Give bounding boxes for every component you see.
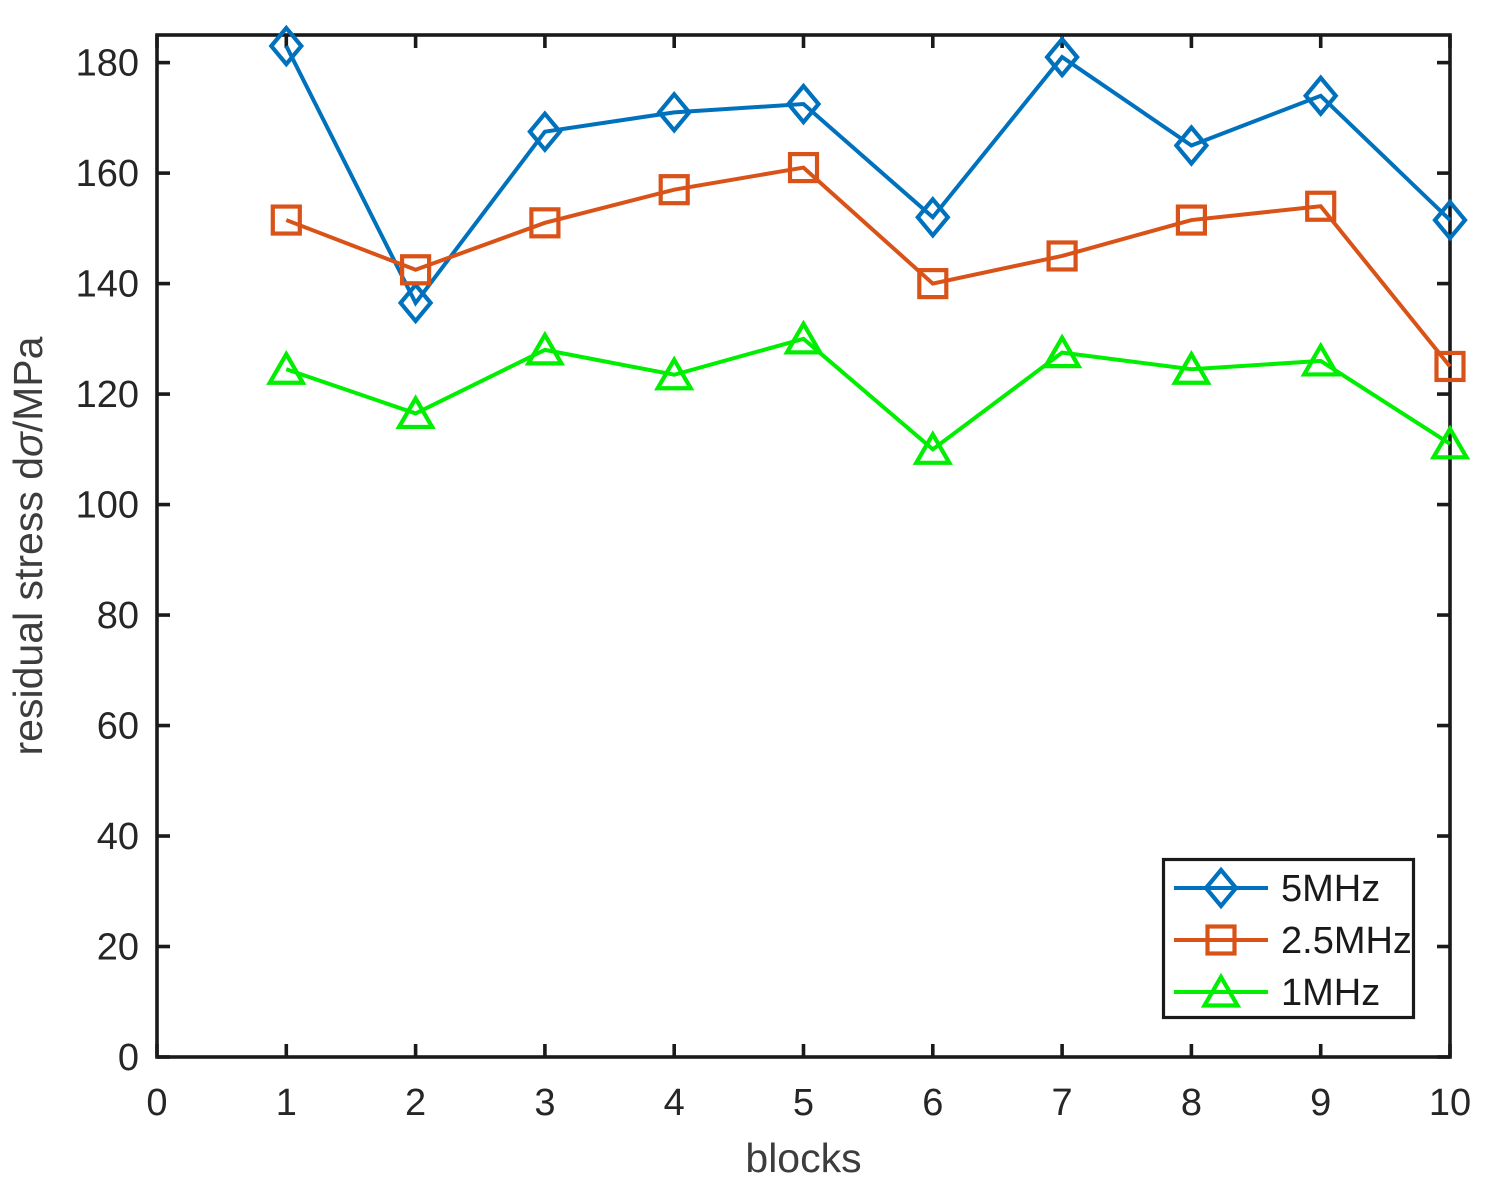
y-tick-label: 120: [76, 374, 139, 416]
square-marker: [1434, 350, 1466, 383]
diamond-marker: [1173, 124, 1210, 167]
x-ticks: [155, 35, 1452, 1057]
square-marker: [270, 204, 302, 236]
series-2.5MHz: [270, 151, 1466, 383]
x-tick-label: 3: [534, 1082, 555, 1124]
y-tick-label: 100: [76, 485, 139, 527]
legend-entry-1MHz: 1MHz: [1174, 972, 1380, 1014]
legend-entry-2.5MHz: 2.5MHz: [1174, 920, 1412, 962]
triangle-marker: [395, 394, 436, 430]
diamond-marker: [397, 281, 434, 325]
diamond-marker: [1044, 35, 1080, 79]
y-tick-label: 180: [76, 43, 139, 85]
triangle-marker: [1041, 333, 1083, 369]
x-tick-label: 0: [146, 1082, 167, 1124]
x-tick-label: 9: [1310, 1082, 1331, 1124]
diamond-marker: [527, 110, 563, 153]
square-marker: [529, 207, 561, 239]
y-tick-label: 20: [97, 927, 139, 969]
square-marker: [917, 267, 949, 300]
x-tick-label: 7: [1052, 1082, 1073, 1124]
square-marker: [1046, 240, 1078, 272]
x-tick-label: 8: [1181, 1082, 1202, 1124]
triangle-marker: [1171, 350, 1212, 385]
square-marker: [1305, 190, 1337, 222]
x-tick-label: 10: [1429, 1082, 1471, 1124]
legend-label: 2.5MHz: [1281, 920, 1412, 962]
x-axis-label: blocks: [745, 1135, 861, 1181]
y-tick-label: 80: [97, 595, 139, 637]
series-line: [284, 45, 1452, 307]
legend-entry-5MHz: 5MHz: [1174, 866, 1380, 910]
triangle-marker: [524, 330, 566, 366]
square-marker: [400, 254, 432, 286]
y-axis-label: residual stress dσ/MPa: [5, 336, 51, 755]
square-marker: [787, 151, 820, 184]
series-line: [285, 165, 1452, 368]
diamond-marker: [785, 82, 822, 126]
series-5MHz: [268, 24, 1468, 325]
triangle-marker: [1300, 341, 1341, 377]
y-tick-label: 0: [118, 1037, 139, 1079]
triangle-marker: [1429, 424, 1471, 460]
x-tick-labels: 0 1 2 3 4 5 6 7 8 9 10: [146, 1082, 1471, 1124]
y-ticks: [157, 60, 1450, 1059]
legend-label: 1MHz: [1281, 972, 1380, 1014]
legend-label: 5MHz: [1281, 868, 1380, 910]
x-tick-label: 5: [793, 1082, 814, 1124]
diamond-marker: [915, 196, 951, 239]
square-marker: [1175, 204, 1208, 236]
y-tick-label: 40: [97, 816, 139, 858]
y-tick-label: 60: [97, 706, 139, 748]
y-tick-label: 160: [76, 153, 139, 195]
diamond-marker: [1432, 198, 1468, 242]
triangle-marker: [783, 319, 824, 355]
diamond-marker: [656, 91, 692, 134]
triangle-marker: [912, 430, 953, 465]
y-tick-label: 140: [76, 264, 139, 306]
diamond-marker: [268, 24, 305, 68]
triangle-marker: [654, 355, 695, 391]
square-marker: [1205, 924, 1237, 956]
diamond-marker: [1203, 866, 1239, 910]
x-tick-label: 6: [922, 1082, 943, 1124]
x-tick-label: 1: [276, 1082, 297, 1124]
diamond-marker: [1302, 74, 1339, 118]
legend: 5MHz 2.5MHz 1MHz: [1161, 857, 1416, 1020]
square-marker: [658, 174, 690, 206]
series-1MHz: [266, 319, 1471, 465]
x-tick-label: 4: [664, 1082, 685, 1124]
x-tick-label: 2: [405, 1082, 426, 1124]
series-line: [285, 336, 1452, 452]
triangle-marker: [266, 350, 307, 385]
y-tick-labels: 0 20 40 60 80 100 120 140 160 180: [76, 43, 139, 1079]
triangle-marker: [1200, 972, 1242, 1008]
